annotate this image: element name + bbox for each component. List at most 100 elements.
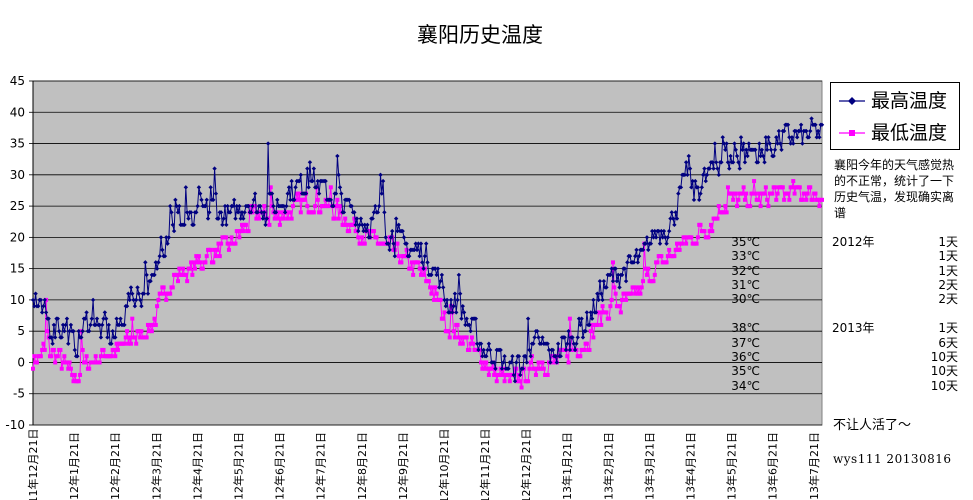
data-point: [84, 310, 89, 315]
data-point: [698, 191, 703, 196]
data-point: [723, 147, 728, 152]
data-point: [525, 316, 531, 321]
data-point: [732, 141, 737, 146]
data-point: [382, 210, 387, 215]
data-point: [335, 153, 340, 159]
data-point: [370, 216, 375, 221]
data-point: [644, 235, 650, 240]
data-point: [136, 329, 141, 334]
data-point: [672, 254, 677, 259]
data-point: [401, 235, 407, 240]
x-tick-label: 2012年8月21日: [355, 432, 369, 500]
data-point: [113, 335, 118, 340]
data-point: [64, 360, 69, 365]
data-point: [326, 204, 331, 209]
data-point: [518, 379, 523, 384]
data-point: [145, 291, 151, 296]
stat-temp: 32℃: [731, 263, 760, 278]
data-point: [303, 191, 309, 196]
data-point: [395, 228, 400, 234]
data-point: [596, 297, 601, 303]
data-point: [360, 235, 365, 240]
data-point: [597, 310, 602, 315]
data-point: [72, 372, 77, 377]
data-point: [428, 285, 433, 290]
stat-days: 10天: [930, 378, 958, 393]
data-point: [280, 210, 285, 215]
data-point: [775, 141, 780, 146]
x-tick-label: 2012年5月21日: [231, 432, 245, 500]
data-point: [532, 335, 537, 340]
data-point: [285, 216, 290, 221]
data-point: [124, 303, 130, 309]
data-point: [442, 297, 447, 303]
data-point: [128, 285, 134, 290]
stat-temp: 38℃: [731, 321, 760, 336]
data-point: [241, 229, 246, 234]
data-point: [438, 297, 443, 302]
data-point: [646, 247, 651, 253]
data-point: [281, 203, 287, 209]
data-point: [194, 254, 199, 259]
data-point: [674, 216, 680, 221]
data-point: [715, 216, 720, 221]
data-point: [231, 197, 237, 203]
data-point: [665, 254, 670, 259]
data-point: [315, 197, 320, 202]
data-point: [334, 204, 339, 209]
data-point: [742, 197, 747, 202]
data-point: [194, 210, 199, 215]
data-point: [298, 210, 303, 215]
data-point: [365, 222, 370, 228]
data-point: [501, 360, 506, 365]
data-point: [563, 347, 569, 353]
data-point: [753, 191, 758, 196]
data-point: [211, 260, 216, 265]
data-point: [540, 360, 545, 365]
data-point: [404, 241, 409, 246]
data-point: [761, 153, 766, 159]
data-point: [652, 272, 657, 277]
data-point: [228, 241, 233, 246]
data-point: [677, 247, 682, 252]
data-point: [762, 191, 767, 196]
data-point: [766, 204, 771, 209]
data-point: [314, 185, 319, 190]
data-point: [68, 322, 74, 328]
data-point: [467, 347, 472, 352]
data-point: [169, 210, 174, 215]
data-point: [195, 260, 200, 265]
data-point: [122, 322, 127, 328]
data-point: [803, 191, 808, 196]
data-point: [476, 347, 481, 353]
data-point: [75, 354, 80, 359]
data-point: [716, 204, 721, 209]
data-point: [311, 210, 316, 215]
data-point: [207, 210, 212, 215]
data-point: [712, 141, 718, 146]
data-point: [192, 266, 197, 271]
data-point: [371, 229, 376, 234]
data-point: [454, 310, 459, 315]
data-point: [652, 228, 657, 234]
data-point: [318, 210, 323, 215]
data-point: [173, 197, 178, 203]
data-point: [259, 210, 264, 215]
data-point: [673, 247, 678, 252]
data-point: [745, 153, 750, 159]
data-point: [80, 328, 85, 334]
data-point: [166, 235, 172, 240]
data-point: [39, 310, 45, 315]
data-point: [758, 204, 763, 209]
data-point: [721, 141, 727, 146]
data-point: [533, 372, 538, 377]
data-point: [285, 191, 290, 196]
data-point: [588, 329, 593, 334]
data-point: [109, 341, 114, 346]
data-point: [126, 291, 131, 296]
data-point: [186, 216, 191, 221]
data-point: [439, 272, 445, 278]
data-point: [744, 147, 749, 152]
data-point: [614, 278, 620, 284]
x-tick-label: 2013年5月21日: [725, 432, 739, 500]
